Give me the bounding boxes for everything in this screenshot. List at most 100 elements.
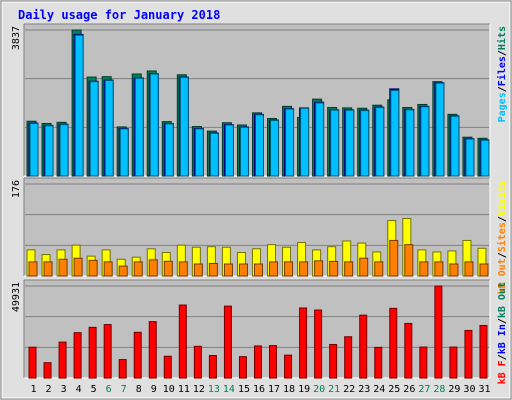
bar-sites (299, 261, 309, 277)
panel-1-max-label: 176 (11, 180, 22, 198)
bar-pages (360, 110, 370, 177)
x-tick-label: 27 (418, 384, 430, 395)
bar-kb-f (419, 346, 428, 379)
bar-sites (178, 261, 188, 277)
bar-pages (285, 108, 295, 177)
bar-pages (435, 82, 445, 177)
panel-0-max-label: 3837 (11, 26, 22, 50)
bar-pages (420, 106, 430, 177)
bar-kb-f (374, 346, 383, 379)
bar-sites (238, 263, 248, 277)
bar-kb-f (193, 345, 202, 379)
x-tick-label: 13 (208, 384, 220, 395)
bar-sites (73, 257, 83, 277)
bar-pages (29, 122, 39, 177)
x-tick-label: 30 (463, 384, 475, 395)
bar-sites (193, 263, 203, 277)
bar-pages (59, 124, 69, 177)
bar-pages (345, 109, 355, 177)
bar-pages (224, 124, 234, 177)
bar-kb-f (253, 345, 262, 379)
bar-kb-f (449, 346, 458, 379)
bar-pages (315, 102, 325, 177)
x-tick-label: 31 (478, 384, 490, 395)
bar-sites (374, 261, 384, 277)
bar-kb-f (479, 324, 488, 379)
legend-separator: / (497, 354, 508, 360)
legend-item: Sites (496, 222, 508, 252)
legend-item: kB Out (497, 282, 508, 318)
legend-item: Pages (497, 92, 508, 122)
bar-pages (239, 126, 249, 177)
x-tick-label: 22 (343, 384, 355, 395)
bar-pages (450, 115, 460, 177)
bar-sites (103, 261, 113, 277)
legend-item: Hits (496, 26, 508, 50)
bar-kb-f (223, 305, 232, 379)
bar-kb-f (148, 321, 157, 379)
bar-sites (314, 260, 324, 277)
legend-item: kB In (497, 324, 508, 354)
bar-kb-f (284, 354, 293, 379)
bar-sites (359, 257, 369, 277)
x-tick-label: 16 (253, 384, 265, 395)
x-tick-label: 23 (358, 384, 370, 395)
bar-pages (209, 132, 219, 177)
x-tick-label: 21 (328, 384, 340, 395)
bar-sites (479, 263, 489, 277)
bar-kb-f (133, 331, 142, 379)
bar-kb-f (208, 355, 217, 379)
x-tick-label: 19 (298, 384, 310, 395)
bar-pages (164, 123, 174, 177)
x-tick-label: 12 (193, 384, 205, 395)
bar-pages (149, 73, 159, 177)
legend-separator: / (497, 216, 508, 222)
x-tick-label: 7 (121, 384, 127, 395)
bar-sites (148, 259, 158, 277)
x-tick-label: 29 (448, 384, 460, 395)
bar-kb-f (329, 343, 338, 379)
bar-sites (133, 261, 143, 277)
x-tick-label: 26 (403, 384, 415, 395)
bar-pages (74, 34, 84, 177)
bar-sites (28, 261, 38, 277)
bar-sites (434, 261, 444, 277)
x-tick-label: 2 (46, 384, 52, 395)
bar-pages (134, 77, 144, 177)
bar-pages (119, 128, 129, 177)
x-tick-label: 28 (433, 384, 445, 395)
bar-kb-f (73, 332, 82, 379)
bar-pages (465, 138, 475, 177)
bar-pages (300, 107, 310, 177)
legend-separator: / (497, 318, 508, 324)
bar-pages (405, 109, 415, 177)
bar-sites (163, 260, 173, 277)
legend-item: Files (496, 56, 508, 86)
bar-kb-f (58, 341, 67, 379)
x-tick-label: 20 (313, 384, 325, 395)
x-tick-label: 5 (91, 384, 97, 395)
bar-pages (44, 125, 54, 177)
bar-sites (329, 260, 339, 277)
bar-sites (88, 259, 98, 277)
bar-sites (58, 258, 68, 277)
bar-sites (118, 265, 128, 277)
bar-pages (375, 107, 385, 177)
bar-pages (104, 79, 114, 177)
x-tick-label: 9 (151, 384, 157, 395)
x-tick-label: 18 (283, 384, 295, 395)
bar-sites (449, 263, 459, 277)
bar-kb-f (28, 346, 37, 379)
bar-sites (344, 261, 354, 277)
bar-sites (389, 239, 399, 277)
legend-separator: / (497, 50, 508, 56)
bar-kb-f (178, 304, 187, 379)
legend-separator: / (497, 86, 508, 92)
bar-kb-f (163, 355, 172, 379)
bar-kb-f (434, 285, 443, 379)
x-tick-label: 25 (388, 384, 400, 395)
bar-kb-f (464, 329, 473, 379)
x-tick-label: 3 (61, 384, 67, 395)
